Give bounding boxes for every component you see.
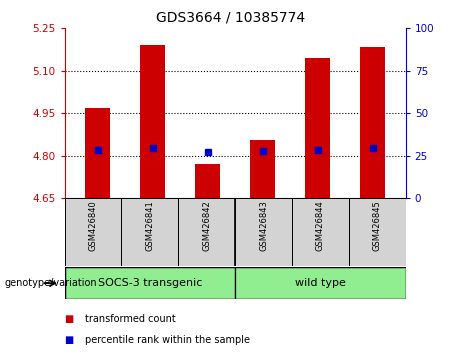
Bar <box>349 198 406 266</box>
Text: GDS3664 / 10385774: GDS3664 / 10385774 <box>156 11 305 25</box>
Bar <box>65 267 235 299</box>
Bar <box>195 164 220 198</box>
Bar <box>235 198 292 266</box>
Text: percentile rank within the sample: percentile rank within the sample <box>85 335 250 345</box>
Text: GSM426841: GSM426841 <box>145 200 154 251</box>
Text: ■: ■ <box>65 314 74 324</box>
Text: wild type: wild type <box>295 278 346 288</box>
Bar <box>65 198 121 266</box>
Bar <box>235 267 406 299</box>
Text: GSM426845: GSM426845 <box>373 200 382 251</box>
Bar <box>121 198 178 266</box>
Bar <box>292 198 349 266</box>
Text: GSM426844: GSM426844 <box>316 200 325 251</box>
Bar <box>361 47 385 198</box>
Bar <box>178 198 235 266</box>
Bar <box>250 140 275 198</box>
Text: ■: ■ <box>65 335 74 345</box>
Text: GSM426840: GSM426840 <box>89 200 97 251</box>
Text: transformed count: transformed count <box>85 314 176 324</box>
Text: GSM426842: GSM426842 <box>202 200 211 251</box>
Bar <box>305 58 330 198</box>
Text: SOCS-3 transgenic: SOCS-3 transgenic <box>98 278 202 288</box>
Text: genotype/variation: genotype/variation <box>5 278 97 288</box>
Text: GSM426843: GSM426843 <box>259 200 268 251</box>
Bar <box>85 108 110 198</box>
Bar <box>140 45 165 198</box>
